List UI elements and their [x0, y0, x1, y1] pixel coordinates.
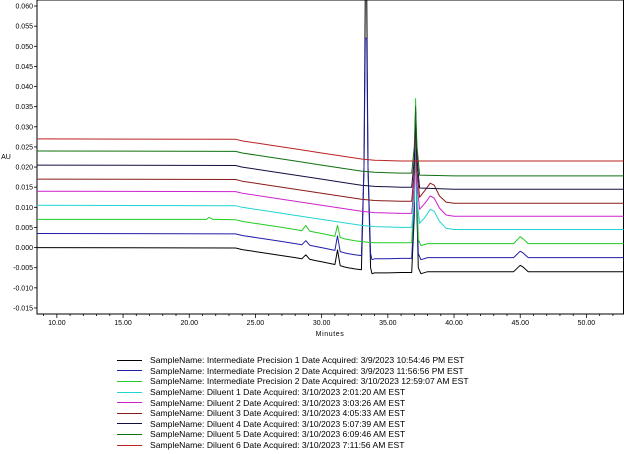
- series-lines: [37, 0, 624, 275]
- y-tick-label: 0.000: [15, 245, 33, 252]
- series-line-5: [37, 118, 624, 217]
- legend-item: SampleName: Intermediate Precision 1 Dat…: [117, 355, 469, 366]
- y-tick-label: 0.050: [15, 44, 33, 51]
- x-axis-label: Minutes: [316, 331, 345, 338]
- legend-label: SampleName: Intermediate Precision 1 Dat…: [150, 355, 465, 366]
- legend-label: SampleName: Diluent 5 Date Acquired: 3/1…: [150, 429, 406, 440]
- y-axis-label: AU: [1, 154, 11, 161]
- x-tick-label: 20.00: [180, 320, 198, 327]
- y-tick-label: 0.030: [15, 124, 33, 131]
- x-tick-label: 25.00: [247, 320, 265, 327]
- x-tick-label: 40.00: [445, 320, 463, 327]
- legend-item: SampleName: Diluent 2 Date Acquired: 3/1…: [117, 397, 469, 408]
- y-tick-label: 0.025: [15, 144, 33, 151]
- legend-swatch: [117, 370, 142, 372]
- legend-swatch: [117, 412, 142, 414]
- x-tick-label: 45.00: [511, 320, 529, 327]
- series-line-2: [37, 37, 624, 261]
- y-tick-label: 0.060: [15, 4, 33, 11]
- plot-frame: [36, 0, 624, 315]
- y-tick-label: -0.015: [13, 305, 33, 312]
- legend-swatch: [117, 433, 142, 435]
- legend-label: SampleName: Intermediate Precision 2 Dat…: [150, 365, 464, 376]
- y-tick-label: -0.005: [13, 265, 33, 272]
- y-tick-label: 0.055: [15, 24, 33, 31]
- x-tick-label: 10.00: [48, 320, 66, 327]
- legend-label: SampleName: Diluent 2 Date Acquired: 3/1…: [150, 397, 406, 408]
- x-axis: 10.00 15.00 20.00 25.00 30.00 35.00 40.00 45.00…: [43, 314, 614, 327]
- legend-swatch: [117, 380, 142, 382]
- legend-item: SampleName: Diluent 6 Date Acquired: 3/1…: [117, 440, 469, 451]
- legend-label: SampleName: Diluent 1 Date Acquired: 3/1…: [150, 387, 406, 398]
- x-tick-label: 15.00: [114, 320, 132, 327]
- series-line-8: [37, 106, 624, 177]
- legend-label: SampleName: Diluent 3 Date Acquired: 3/1…: [150, 408, 406, 419]
- legend-item: SampleName: Diluent 3 Date Acquired: 3/1…: [117, 408, 469, 419]
- series-line-3: [37, 98, 624, 247]
- legend-label: SampleName: Diluent 6 Date Acquired: 3/1…: [150, 440, 405, 451]
- legend: SampleName: Intermediate Precision 1 Dat…: [117, 355, 469, 450]
- y-tick-label: 0.010: [15, 205, 33, 212]
- y-tick-label: -0.010: [13, 285, 33, 292]
- x-tick-label: 35.00: [379, 320, 397, 327]
- y-tick-label: 0.005: [15, 225, 33, 232]
- y-tick-label: 0.035: [15, 104, 33, 111]
- y-tick-label: 0.020: [15, 165, 33, 172]
- legend-swatch: [117, 359, 142, 361]
- legend-label: SampleName: Intermediate Precision 2 Dat…: [150, 376, 469, 387]
- series-line-1: [37, 0, 624, 275]
- x-tick-label: 30.00: [313, 320, 331, 327]
- legend-item: SampleName: Diluent 1 Date Acquired: 3/1…: [117, 387, 469, 398]
- legend-swatch: [117, 402, 142, 404]
- legend-item: SampleName: Diluent 5 Date Acquired: 3/1…: [117, 429, 469, 440]
- legend-item: SampleName: Intermediate Precision 2 Dat…: [117, 376, 469, 387]
- y-tick-label: 0.015: [15, 185, 33, 192]
- legend-item: SampleName: Intermediate Precision 2 Dat…: [117, 366, 469, 377]
- series-line-7: [37, 110, 624, 190]
- legend-swatch: [117, 423, 142, 425]
- series-line-4: [37, 126, 624, 230]
- y-tick-label: 0.045: [15, 64, 33, 71]
- y-tick-label: 0.040: [15, 84, 33, 91]
- x-tick-label: 50.00: [578, 320, 596, 327]
- legend-label: SampleName: Diluent 4 Date Acquired: 3/1…: [150, 418, 406, 429]
- series-line-9: [37, 138, 624, 162]
- legend-swatch: [117, 444, 142, 446]
- legend-swatch: [117, 391, 142, 393]
- y-axis: -0.015 -0.010 -0.005 0.000 0.005 0.010 0.015 0.…: [13, 4, 37, 312]
- legend-item: SampleName: Diluent 4 Date Acquired: 3/1…: [117, 419, 469, 430]
